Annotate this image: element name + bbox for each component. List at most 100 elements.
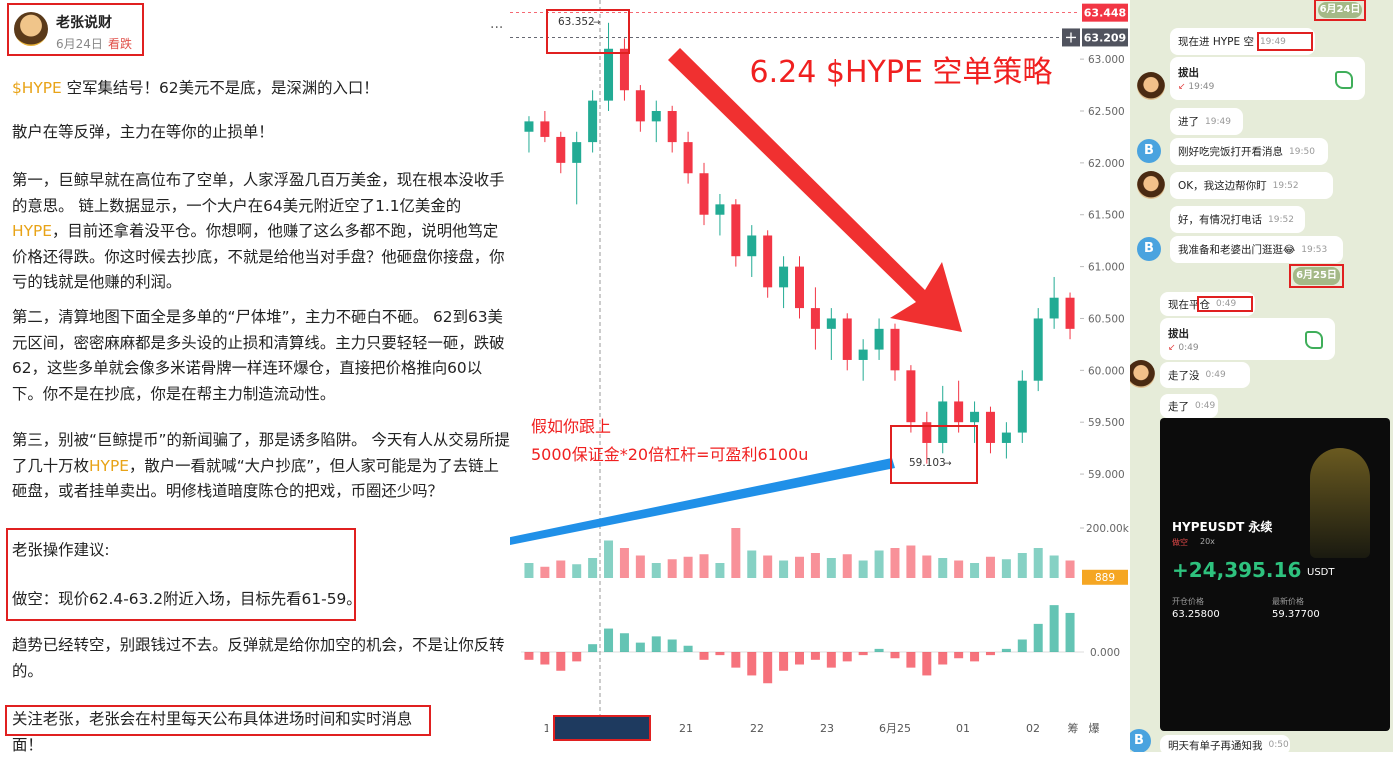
x-tick-label: 02	[1026, 722, 1040, 735]
text-run: 第一，巨鲸早就在高位布了空单，人家浮盈几百万美金，现在根本没收手的意思。 链上数…	[12, 171, 505, 215]
volume-bar	[667, 559, 677, 578]
candle-body	[906, 370, 916, 423]
x-tick-label: 21	[679, 722, 693, 735]
message-time: 19:49	[1259, 36, 1286, 47]
volume-bar	[524, 563, 534, 578]
y-tick-label: 60.500	[1088, 313, 1125, 325]
candle-body	[763, 235, 773, 288]
highlight-word: HYPE	[12, 222, 52, 241]
volume-bar	[635, 555, 645, 578]
closing: 趋势已经转空，别跟钱过不去。反弹就是给你加空的机会，不是让你反转的。	[12, 636, 505, 680]
candle-body	[731, 204, 741, 257]
avatar	[1130, 360, 1155, 388]
message: 进了 19:49	[1170, 108, 1243, 135]
volume-bar	[810, 553, 820, 578]
highlight-box	[546, 9, 630, 54]
macd-bar	[1065, 612, 1075, 652]
post-tag: 看跌	[108, 37, 133, 51]
volume-bar	[954, 560, 964, 578]
footer: 关注老张，老张会在村里每天公布具体进场时间和实时消息面！	[12, 710, 413, 754]
card-unit: USDT	[1307, 567, 1335, 578]
candle-body	[715, 204, 725, 215]
message-text: 拔出	[1168, 327, 1189, 340]
y-tick-label: 59.000	[1088, 469, 1125, 481]
macd-bar	[906, 652, 916, 668]
low-label: 59.103	[909, 457, 946, 469]
message-text: 刚好吃完饭打开看消息	[1178, 146, 1283, 158]
macd-bar	[540, 652, 550, 665]
y-tick-label: 62.500	[1088, 106, 1125, 118]
macd-bar	[779, 652, 789, 671]
note-line: 5000保证金*20倍杠杆=可盈利6100u	[531, 445, 808, 464]
volume-bar	[985, 556, 995, 578]
macd-bar	[763, 652, 773, 684]
volume-bar	[683, 556, 693, 578]
x-tick-label: 6月25	[879, 722, 911, 735]
more-button[interactable]: ···	[490, 20, 504, 36]
message-time: ↙ 19:49	[1178, 82, 1215, 92]
card-side: 做空	[1172, 538, 1188, 547]
highlight-box	[1314, 0, 1366, 21]
paragraph: 第一，巨鲸早就在高位布了空单，人家浮盈几百万美金，现在根本没收手的意思。 链上数…	[12, 168, 510, 296]
candle-body	[874, 328, 884, 350]
highlight-word: $HYPE	[12, 79, 62, 97]
text-run: ，目前还拿着没平仓。你想啊，他赚了这么多都不跑，说明他笃定价格还得跌。你这时候去…	[12, 222, 505, 292]
macd-bar	[1033, 623, 1043, 652]
date-chip: 6月25日	[1293, 267, 1340, 285]
footer-box	[5, 705, 431, 736]
advice-title: 老张操作建议:	[12, 541, 110, 559]
rocket-art	[1310, 448, 1370, 558]
candle-body	[1065, 297, 1075, 329]
message: 走了 0:49	[1160, 394, 1218, 418]
x-tick-label: 22	[750, 722, 764, 735]
call-card: 拔出 ↙ 19:49	[1170, 57, 1365, 100]
volume-bar	[1065, 560, 1075, 578]
text-run: 散户在等反弹，主力在等你的止损单！	[12, 123, 274, 141]
macd-bar	[1001, 648, 1011, 652]
macd-bar	[826, 652, 836, 668]
chat: 6月24日 现在进 HYPE 空 19:49 拔出 ↙ 19:49 进了 19:49 刚好吃完…	[1130, 0, 1393, 752]
candle-body	[572, 142, 582, 163]
blue-arrow	[510, 458, 895, 545]
message-time: 19:53	[1301, 244, 1328, 255]
position-card: HYPEUSDT 永续 做空 20x +24,395.16 USDT 开仓价格 63.258…	[1160, 418, 1390, 731]
author-name: 老张说财	[56, 15, 112, 31]
message-text: 拔出	[1178, 67, 1199, 79]
missed-icon: ↙	[1168, 342, 1179, 353]
message: 走了没 0:49	[1160, 362, 1250, 388]
post: 老张说财 6月24日 看跌 ··· $HYPE 空军集结号！62美元不是底，是深…	[0, 0, 510, 754]
candle-body	[985, 411, 995, 443]
card-symbol: HYPEUSDT 永续	[1172, 520, 1273, 534]
paragraph: 散户在等反弹，主力在等你的止损单！	[12, 120, 510, 146]
advice: 做空：现价62.4-63.2附近入场，目标先看61-59。	[12, 590, 362, 608]
entry-price: 63.25800	[1172, 609, 1220, 620]
macd-bar	[715, 652, 725, 656]
macd-bar	[810, 652, 820, 660]
arrow-glyph: →	[593, 18, 601, 28]
volume-bar	[874, 550, 884, 578]
highlight-box	[1197, 296, 1253, 312]
candle-body	[524, 121, 534, 132]
y-tick-label: 59.500	[1088, 417, 1125, 429]
candle-body	[842, 318, 852, 360]
macd-bar	[1017, 639, 1027, 652]
macd-bar	[970, 652, 980, 662]
volume-bar	[540, 566, 550, 578]
volume-bar	[795, 556, 804, 578]
card-leverage: 20x	[1200, 537, 1215, 546]
message-text: OK，我这边帮你盯	[1178, 180, 1267, 192]
message-time: 19:49	[1205, 116, 1231, 127]
macd-bar	[651, 636, 661, 652]
candle-body	[858, 349, 868, 360]
candle-body	[810, 308, 820, 329]
macd-bar	[556, 652, 566, 671]
macd-bar	[858, 652, 868, 656]
candle-body	[683, 142, 693, 174]
volume-bar	[604, 540, 614, 578]
macd-bar	[874, 648, 884, 652]
volume-bar	[779, 560, 789, 578]
x-tick-label: 1	[544, 722, 551, 735]
macd-bar	[524, 652, 534, 660]
message-time: 19:52	[1268, 214, 1294, 225]
paragraph: 第二，清算地图下面全是多单的“尸体堆”，主力不砸白不砸。 62到63美元区间，密…	[12, 305, 510, 407]
